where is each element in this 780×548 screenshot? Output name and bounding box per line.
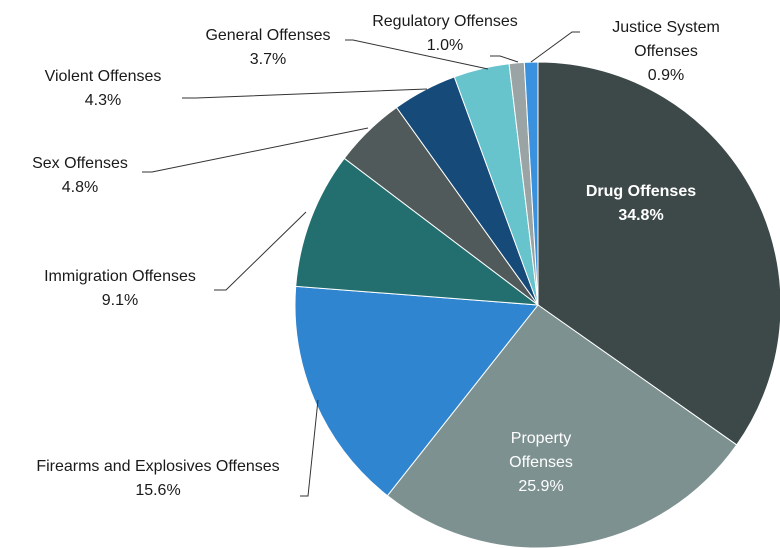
slice-label: Violent Offenses 4.3% bbox=[45, 68, 162, 109]
slice-label: Firearms and Explosives Offenses 15.6% bbox=[36, 458, 279, 499]
slice-labels: Drug Offenses 34.8% Property Offenses 25.9% F… bbox=[32, 13, 720, 499]
leader-line bbox=[490, 55, 519, 63]
slice-percent-label: 9.1% bbox=[102, 292, 138, 309]
slice-percent-label: 0.9% bbox=[648, 67, 684, 84]
slice-percent-label: 3.7% bbox=[250, 51, 286, 68]
pie-slice-immigration-offenses bbox=[295, 157, 540, 306]
slice-label: Sex Offenses 4.8% bbox=[32, 155, 128, 196]
pie-slice-firearms-and-explosives-offenses bbox=[294, 285, 539, 497]
leader-lines bbox=[142, 31, 580, 497]
slice-category-label: Offenses bbox=[634, 43, 698, 60]
slice-category-label: Regulatory Offenses bbox=[372, 13, 518, 30]
slice-percent-label: 34.8% bbox=[618, 207, 663, 224]
pie-slice-drug-offenses bbox=[537, 61, 780, 446]
slice-label: General Offenses 3.7% bbox=[205, 27, 330, 68]
slice-label: Immigration Offenses 9.1% bbox=[44, 268, 196, 309]
slice-label: Property Offenses 25.9% bbox=[509, 430, 573, 495]
slice-label: Regulatory Offenses 1.0% bbox=[372, 13, 518, 54]
leader-line bbox=[214, 211, 307, 291]
slice-category-label: Property bbox=[511, 430, 571, 447]
slice-percent-label: 4.8% bbox=[62, 179, 98, 196]
pie-slices bbox=[294, 61, 780, 548]
slice-percent-label: 1.0% bbox=[427, 37, 463, 54]
slice-category-label: Justice System bbox=[612, 19, 720, 36]
slice-category-label: Drug Offenses bbox=[586, 183, 696, 200]
leader-line bbox=[142, 127, 369, 173]
slice-category-label: Offenses bbox=[509, 454, 573, 471]
slice-label: Justice System Offenses 0.9% bbox=[612, 19, 720, 84]
pie-slice-property-offenses bbox=[386, 304, 738, 548]
slice-percent-label: 15.6% bbox=[135, 482, 180, 499]
slice-category-label: General Offenses bbox=[205, 27, 330, 44]
slice-category-label: Firearms and Explosives Offenses bbox=[36, 458, 279, 475]
slice-category-label: Violent Offenses bbox=[45, 68, 162, 85]
slice-percent-label: 25.9% bbox=[518, 478, 563, 495]
leader-line bbox=[530, 31, 580, 63]
leader-line bbox=[300, 399, 319, 497]
slice-percent-label: 4.3% bbox=[85, 92, 121, 109]
slice-category-label: Sex Offenses bbox=[32, 155, 128, 172]
slice-label: Drug Offenses 34.8% bbox=[586, 183, 696, 224]
leader-line bbox=[345, 39, 489, 70]
slice-category-label: Immigration Offenses bbox=[44, 268, 196, 285]
leader-line bbox=[182, 88, 428, 99]
